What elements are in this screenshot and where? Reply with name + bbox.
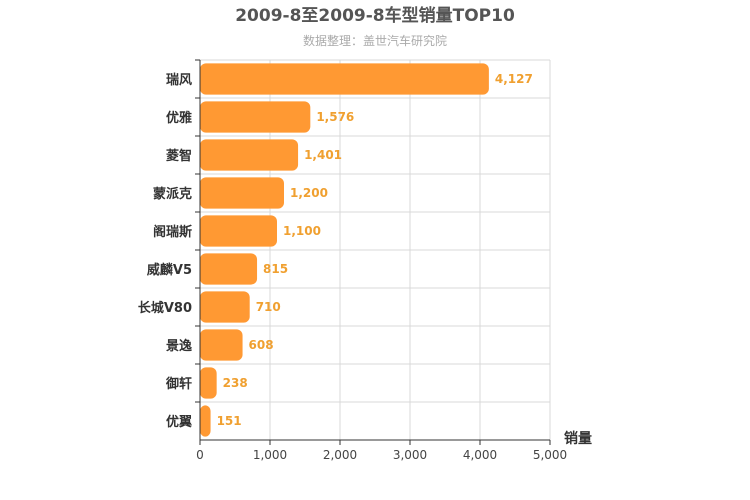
x-tick-label: 4,000	[463, 448, 497, 462]
data-label: 608	[249, 338, 274, 352]
data-label: 1,100	[283, 224, 321, 238]
grid-lines	[200, 59, 551, 441]
chart-title: 2009-8至2009-8车型销量TOP10	[235, 5, 515, 26]
axes	[195, 59, 551, 445]
x-tick-label: 2,000	[323, 448, 357, 462]
category-label: 瑞风	[166, 72, 192, 88]
data-label: 1,200	[290, 186, 328, 200]
data-label: 238	[223, 376, 248, 390]
bar	[200, 329, 243, 361]
data-label: 815	[263, 262, 288, 276]
x-tick-label: 3,000	[393, 448, 427, 462]
bar	[200, 177, 284, 209]
bar	[200, 253, 258, 285]
bar	[200, 405, 211, 437]
data-label: 1,401	[304, 148, 342, 162]
data-label: 4,127	[495, 72, 533, 86]
bar	[200, 215, 277, 247]
data-label: 1,576	[316, 110, 354, 124]
bar	[200, 101, 311, 133]
chart-subtitle: 数据整理：盖世汽车研究院	[303, 33, 447, 48]
data-label: 151	[217, 414, 242, 428]
bar	[200, 291, 250, 323]
x-axis-title: 销量	[564, 430, 592, 447]
x-tick-label: 0	[196, 448, 204, 462]
data-label: 710	[256, 300, 281, 314]
labels: 4,127 瑞风 1,576 优雅 1,401 菱智 1,200 蒙派克 1,100 阁瑞斯 815…	[138, 72, 567, 462]
category-label: 景逸	[166, 338, 192, 354]
category-label: 御轩	[165, 376, 192, 392]
bar	[200, 367, 217, 399]
bar	[200, 139, 299, 171]
x-tick-label: 5,000	[533, 448, 567, 462]
category-label: 威麟V5	[147, 262, 192, 278]
category-label: 蒙派克	[153, 186, 192, 202]
category-label: 优雅	[166, 110, 192, 126]
category-label: 菱智	[166, 148, 192, 164]
bars	[200, 63, 489, 437]
category-label: 阁瑞斯	[153, 224, 192, 240]
category-label: 优翼	[166, 414, 192, 430]
category-label: 长城V80	[138, 300, 192, 316]
bar	[200, 63, 489, 95]
x-tick-label: 1,000	[253, 448, 287, 462]
